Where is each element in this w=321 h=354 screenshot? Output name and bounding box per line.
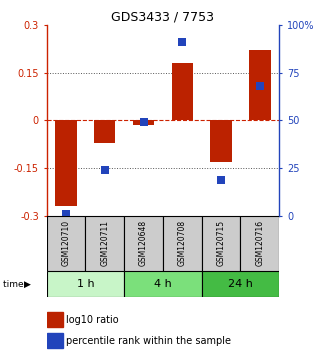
Point [219,177,224,182]
Text: percentile rank within the sample: percentile rank within the sample [66,336,231,346]
Bar [47,216,85,271]
Bar [47,312,63,327]
Title: GDS3433 / 7753: GDS3433 / 7753 [111,11,214,24]
Bar [202,271,279,297]
Point [63,211,68,217]
Point [102,167,107,173]
Text: 24 h: 24 h [228,279,253,289]
Bar [163,216,202,271]
Text: GSM120716: GSM120716 [256,220,265,267]
Bar [94,120,115,143]
Bar [124,216,163,271]
Bar [47,271,124,297]
Bar [85,216,124,271]
Text: GSM120648: GSM120648 [139,220,148,267]
Text: GSM120715: GSM120715 [217,220,226,267]
Point [180,39,185,45]
Bar [124,271,202,297]
Text: GSM120708: GSM120708 [178,220,187,267]
Text: 4 h: 4 h [154,279,172,289]
Text: log10 ratio: log10 ratio [66,315,119,325]
Point [257,83,263,89]
Text: ▶: ▶ [24,280,31,289]
Bar [202,216,240,271]
Bar [211,120,232,162]
Bar [240,216,279,271]
Text: GSM120711: GSM120711 [100,221,109,266]
Text: 1 h: 1 h [76,279,94,289]
Text: time: time [3,280,27,289]
Point [141,119,146,125]
Text: GSM120710: GSM120710 [61,220,70,267]
Bar [47,333,63,348]
Bar [249,50,271,120]
Bar [55,120,77,206]
Bar [133,120,154,125]
Bar [172,63,193,120]
